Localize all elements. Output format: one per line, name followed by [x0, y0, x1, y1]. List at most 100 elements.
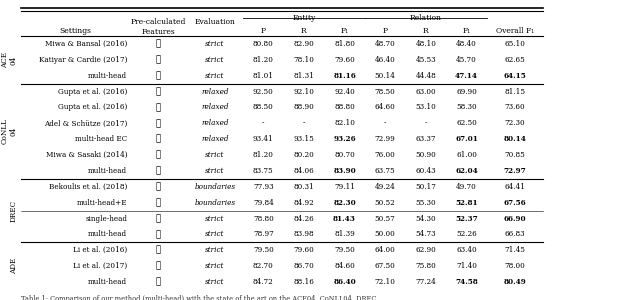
Text: 84.60: 84.60 [334, 262, 355, 270]
Text: 80.31: 80.31 [294, 183, 314, 191]
Text: 67.50: 67.50 [375, 262, 396, 270]
Text: 82.10: 82.10 [334, 119, 355, 128]
Text: 84.06: 84.06 [294, 167, 314, 175]
Text: ✗: ✗ [156, 119, 161, 128]
Text: 72.30: 72.30 [504, 119, 525, 128]
Text: 88.50: 88.50 [253, 103, 274, 112]
Text: relaxed: relaxed [201, 119, 228, 128]
Text: relaxed: relaxed [201, 135, 228, 143]
Text: 63.75: 63.75 [375, 167, 396, 175]
Text: 67.01: 67.01 [455, 135, 478, 143]
Text: Katiyar & Cardie (2017): Katiyar & Cardie (2017) [39, 56, 127, 64]
Text: F₁: F₁ [340, 27, 349, 34]
Text: 63.37: 63.37 [415, 135, 436, 143]
Text: Bekoulis et al. (2018): Bekoulis et al. (2018) [49, 183, 127, 191]
Text: 84.92: 84.92 [294, 199, 314, 207]
Text: strict: strict [205, 56, 225, 64]
Text: 69.90: 69.90 [456, 88, 477, 96]
Text: 81.31: 81.31 [294, 72, 314, 80]
Text: 46.40: 46.40 [375, 56, 396, 64]
Text: 82.90: 82.90 [294, 40, 314, 48]
Text: ✓: ✓ [156, 246, 161, 255]
Text: 62.65: 62.65 [504, 56, 525, 64]
Text: multi-head+E: multi-head+E [77, 199, 127, 207]
Text: 50.90: 50.90 [415, 151, 436, 159]
Text: 86.40: 86.40 [333, 278, 356, 286]
Text: 53.10: 53.10 [415, 103, 436, 112]
Text: Settings: Settings [60, 27, 92, 34]
Text: 77.93: 77.93 [253, 183, 273, 191]
Text: 49.70: 49.70 [456, 183, 477, 191]
Text: 83.75: 83.75 [253, 167, 273, 175]
Text: single-head: single-head [85, 214, 127, 223]
Text: -: - [384, 119, 387, 128]
Text: 92.40: 92.40 [334, 88, 355, 96]
Text: 60.43: 60.43 [415, 167, 436, 175]
Text: 50.57: 50.57 [375, 214, 396, 223]
Text: 92.50: 92.50 [253, 88, 274, 96]
Text: 79.60: 79.60 [294, 246, 314, 254]
Text: ✗: ✗ [156, 135, 161, 144]
Text: 64.15: 64.15 [504, 72, 526, 80]
Text: DREC: DREC [10, 200, 18, 222]
Text: 93.41: 93.41 [253, 135, 274, 143]
Text: ✗: ✗ [156, 167, 161, 176]
Text: 54.73: 54.73 [415, 230, 436, 238]
Text: 80.49: 80.49 [504, 278, 526, 286]
Text: 45.53: 45.53 [415, 56, 436, 64]
Text: 93.15: 93.15 [294, 135, 314, 143]
Text: 81.20: 81.20 [253, 56, 274, 64]
Text: 64.60: 64.60 [375, 103, 396, 112]
Text: 61.00: 61.00 [456, 151, 477, 159]
Text: 84.26: 84.26 [294, 214, 314, 223]
Text: 79.50: 79.50 [253, 246, 274, 254]
Text: 83.90: 83.90 [333, 167, 356, 175]
Text: 88.80: 88.80 [334, 103, 355, 112]
Text: 67.56: 67.56 [504, 199, 526, 207]
Text: ✗: ✗ [156, 56, 161, 64]
Text: strict: strict [205, 72, 225, 80]
Text: 79.84: 79.84 [253, 199, 274, 207]
Text: P: P [260, 27, 266, 34]
Text: 92.10: 92.10 [294, 88, 314, 96]
Text: 70.85: 70.85 [504, 151, 525, 159]
Text: 50.00: 50.00 [375, 230, 396, 238]
Text: 93.26: 93.26 [333, 135, 356, 143]
Text: 62.90: 62.90 [415, 246, 436, 254]
Text: 49.24: 49.24 [375, 183, 396, 191]
Text: 82.70: 82.70 [253, 262, 274, 270]
Text: 88.90: 88.90 [294, 103, 314, 112]
Text: 71.40: 71.40 [456, 262, 477, 270]
Text: ✓: ✓ [156, 151, 161, 160]
Text: P: P [383, 27, 388, 34]
Text: ✗: ✗ [156, 182, 161, 191]
Text: -: - [262, 119, 264, 128]
Text: Adel & Schütze (2017): Adel & Schütze (2017) [44, 119, 127, 128]
Text: 52.37: 52.37 [455, 214, 478, 223]
Text: 64.41: 64.41 [504, 183, 525, 191]
Text: 80.80: 80.80 [253, 40, 274, 48]
Text: Li et al. (2017): Li et al. (2017) [73, 262, 127, 270]
Text: 78.80: 78.80 [253, 214, 274, 223]
Text: 83.98: 83.98 [294, 230, 314, 238]
Text: 77.24: 77.24 [415, 278, 436, 286]
Text: 72.10: 72.10 [375, 278, 396, 286]
Text: ACE
04: ACE 04 [1, 52, 18, 68]
Text: 55.30: 55.30 [415, 199, 436, 207]
Text: 72.99: 72.99 [375, 135, 396, 143]
Text: 88.16: 88.16 [294, 278, 314, 286]
Text: multi-head EC: multi-head EC [75, 135, 127, 143]
Text: 45.70: 45.70 [456, 56, 477, 64]
Text: Pre-calculated
Features: Pre-calculated Features [131, 18, 186, 35]
Text: 80.20: 80.20 [294, 151, 314, 159]
Text: 47.14: 47.14 [455, 72, 478, 80]
Text: strict: strict [205, 262, 225, 270]
Text: multi-head: multi-head [88, 72, 127, 80]
Text: 58.30: 58.30 [456, 103, 477, 112]
Text: 65.10: 65.10 [504, 40, 525, 48]
Text: multi-head: multi-head [88, 230, 127, 238]
Text: 50.17: 50.17 [415, 183, 436, 191]
Text: strict: strict [205, 214, 225, 223]
Text: strict: strict [205, 246, 225, 254]
Text: 79.60: 79.60 [334, 56, 355, 64]
